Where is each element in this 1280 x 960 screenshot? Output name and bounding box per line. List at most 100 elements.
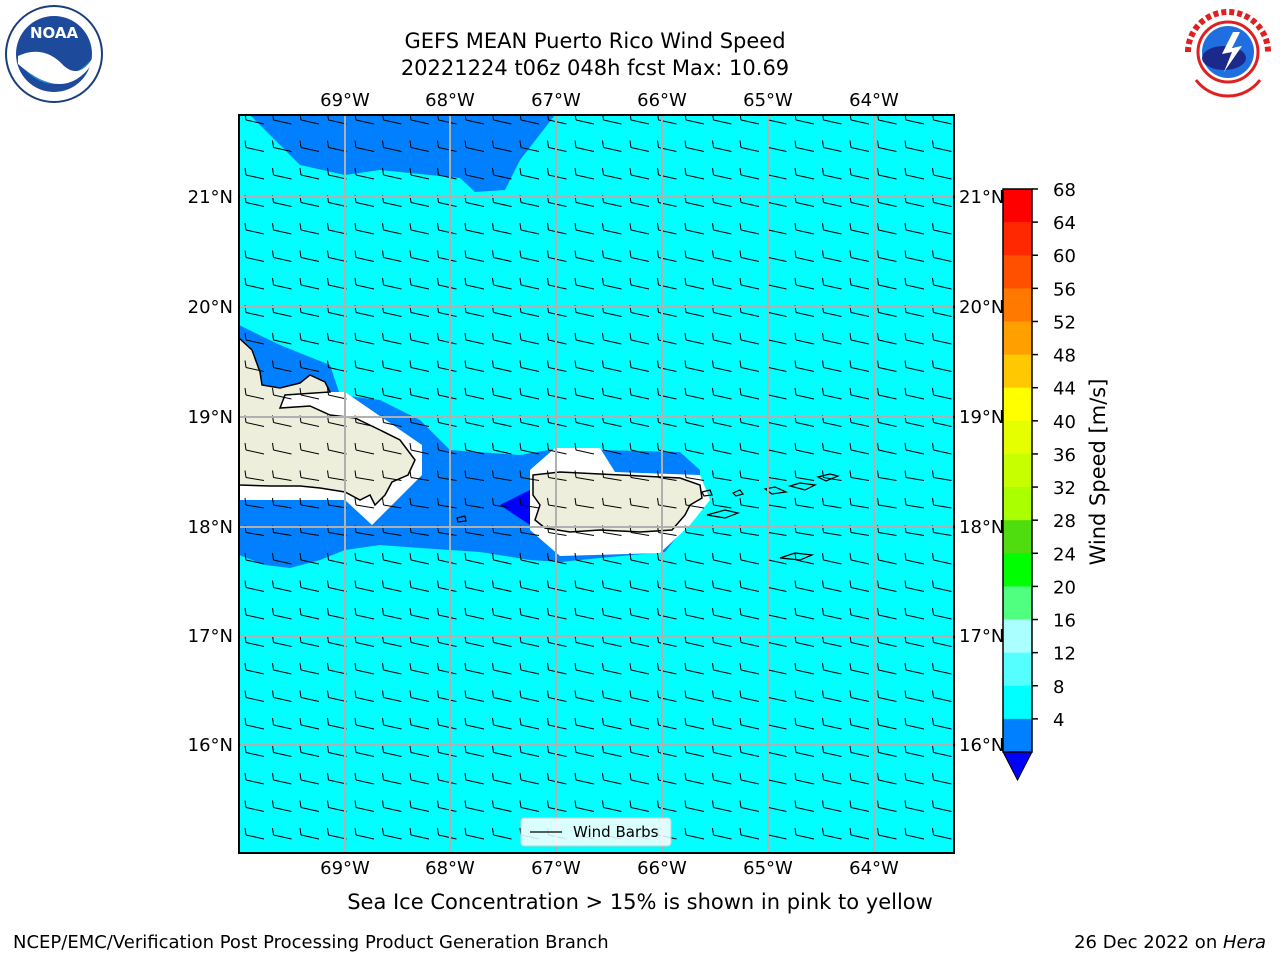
- wind-barb: [464, 140, 485, 152]
- wind-barb: [547, 442, 567, 455]
- wind-barb: [712, 745, 732, 757]
- wind-barb: [492, 167, 512, 180]
- wind-barb: [299, 800, 320, 812]
- wind-barb: [272, 470, 292, 481]
- wind-barb: [574, 442, 595, 455]
- wind-barb: [354, 277, 375, 290]
- wind-barb: [519, 580, 540, 592]
- wind-barb: [822, 800, 842, 812]
- colorbar-segment: [1003, 222, 1032, 256]
- wind-barb: [822, 497, 842, 509]
- st-croix-island: [779, 552, 815, 561]
- wind-barb: [354, 470, 375, 481]
- st-thomas-island: [763, 486, 789, 495]
- wind-barb: [574, 690, 595, 702]
- wind-barb: [327, 662, 347, 675]
- wind-barb: [712, 800, 732, 812]
- lat-label-left: 19°N: [188, 407, 233, 428]
- wind-barb: [794, 607, 815, 620]
- wind-barb: [409, 140, 430, 152]
- wind-barb: [547, 607, 567, 620]
- wind-barb: [602, 745, 622, 757]
- wind-barb: [382, 690, 402, 702]
- wind-barb: [437, 497, 457, 509]
- wind-barb: [327, 772, 347, 785]
- wind-barb: [327, 690, 347, 702]
- wind-barb: [382, 607, 402, 620]
- wind-barb: [822, 442, 842, 455]
- wind-barb: [244, 607, 265, 620]
- wind-barb: [629, 140, 650, 152]
- wind-barb: [629, 222, 650, 235]
- wind-barb: [547, 167, 567, 180]
- wind-barb: [629, 662, 650, 675]
- colorbar-tick-label: 36: [1053, 445, 1076, 466]
- wind-barb: [492, 222, 512, 235]
- wind-barb: [602, 607, 622, 620]
- wind-barb: [712, 497, 732, 509]
- wind-barb: [244, 580, 265, 592]
- wind-barb: [849, 662, 870, 675]
- wind-barb: [877, 277, 897, 290]
- lat-label-right: 16°N: [959, 735, 1004, 756]
- wind-barb: [409, 250, 430, 262]
- wind-barb: [354, 442, 375, 455]
- wind-barb: [382, 360, 402, 372]
- colorbar-segment: [1003, 387, 1032, 422]
- wind-barb: [437, 772, 457, 785]
- wind-barb: [794, 140, 815, 152]
- mona-island: [456, 515, 467, 523]
- wind-barb: [354, 772, 375, 785]
- wind-barb: [602, 332, 622, 345]
- wind-barb: [272, 277, 292, 290]
- wind-below-4: [500, 490, 530, 525]
- wind-barb: [354, 115, 375, 125]
- wind-barb: [794, 552, 815, 565]
- wind-barb: [877, 827, 897, 840]
- wind-barb: [739, 745, 760, 757]
- wind-barb: [244, 717, 265, 730]
- wind-barb: [492, 360, 512, 372]
- wind-barb: [904, 470, 925, 481]
- lat-label-right: 19°N: [959, 407, 1004, 428]
- wind-barb: [547, 115, 567, 125]
- colorbar-tick-label: 12: [1053, 644, 1076, 665]
- wind-barb: [904, 717, 925, 730]
- wind-barb: [712, 387, 732, 400]
- wind-barb: [904, 607, 925, 620]
- wind-barb: [849, 745, 870, 757]
- wind-barb: [822, 250, 842, 262]
- wind-barb: [464, 580, 485, 592]
- island-1: [731, 489, 745, 497]
- wind-barb: [877, 717, 897, 730]
- wind-barb: [629, 607, 650, 620]
- wind-barb: [519, 250, 540, 262]
- wind-barb: [602, 552, 622, 565]
- colorbar-tick-label: 44: [1053, 379, 1076, 400]
- wind-barb: [519, 552, 540, 565]
- wind-barb: [932, 250, 952, 262]
- wind-barb: [272, 140, 292, 152]
- wind-barb: [409, 717, 430, 730]
- noaa-logo-icon: NOAA: [5, 5, 103, 103]
- wind-barb: [574, 115, 595, 125]
- wind-barb: [299, 387, 320, 400]
- wind-barb: [272, 387, 292, 400]
- wind-barb: [354, 140, 375, 152]
- wind-barb: [354, 222, 375, 235]
- wind-barb: [904, 662, 925, 675]
- wind-barb: [629, 800, 650, 812]
- colorbar: 68 64 60 56 52 48 44 40 36 32 28 24 20 16 12 8 4: [1002, 180, 1076, 782]
- wind-barb: [684, 277, 705, 290]
- wind-barb: [684, 800, 705, 812]
- colorbar-frame: [1002, 188, 1033, 753]
- wind-barb: [272, 690, 292, 702]
- wind-barb: [437, 827, 457, 840]
- wind-barb: [299, 745, 320, 757]
- wind-barb: [492, 387, 512, 400]
- wind-barb: [492, 580, 512, 592]
- wind-barb: [822, 717, 842, 730]
- wind-barb: [684, 607, 705, 620]
- wind-barb: [382, 470, 402, 481]
- wind-barb: [822, 115, 842, 125]
